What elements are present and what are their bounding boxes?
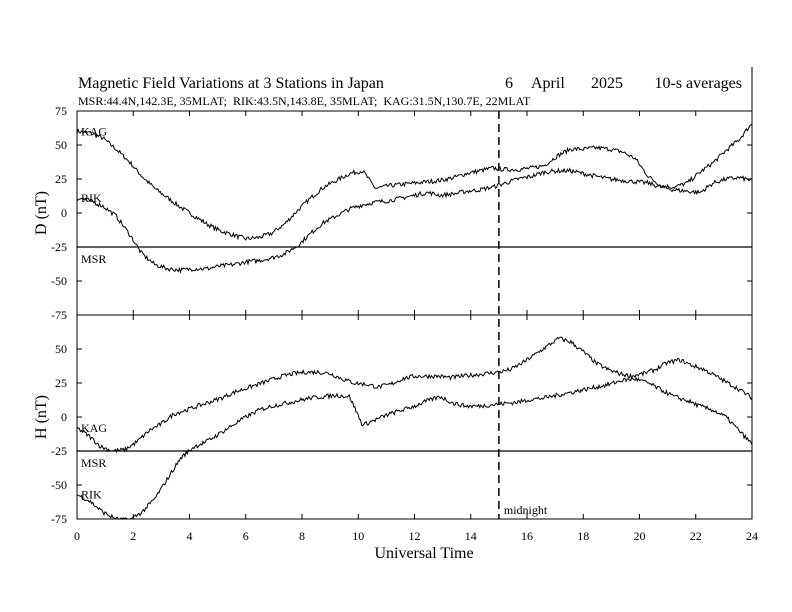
x-tick-label: 22 [690,529,702,543]
generated-marks: 75 50 25 0 -25 -50 -75 KAG RIK MSR 50 25 0 -25 -50 -75 K… [51,104,758,543]
y-tick-label: -25 [51,240,67,254]
chart-day: 6 [505,75,513,92]
h-panel-frame [76,314,753,520]
series-label-msr: MSR [81,456,106,470]
x-tick-label: 4 [187,529,193,543]
d-panel-ylabel: D (nT) [33,191,50,235]
x-tick-label: 10 [352,529,364,543]
chart-month: April [531,75,565,92]
series-line-kag [76,123,753,241]
series-label-msr: MSR [81,252,106,266]
x-tick-label: 14 [465,529,477,543]
x-tick-label: 12 [409,529,421,543]
y-tick-label: 75 [55,104,67,118]
y-tick-label: 50 [55,138,67,152]
series-label-rik: RIK [81,191,102,205]
series-label-rik: RIK [81,488,102,502]
y-tick-label: 25 [55,172,67,186]
series-line-rik [76,167,753,275]
series-line-rik [76,376,753,520]
series-label-kag: KAG [81,421,107,435]
x-tick-label: 6 [243,529,249,543]
x-axis-label: Universal Time [374,545,473,562]
y-tick-label: 50 [55,342,67,356]
chart-title: Magnetic Field Variations at 3 Stations … [78,75,384,92]
chart-year: 2025 [591,75,623,92]
x-tick-label: 20 [634,529,646,543]
stations-subtitle: MSR:44.4N,142.3E, 35MLAT; RIK:43.5N,143.… [78,94,531,108]
x-tick-label: 16 [521,529,533,543]
d-panel-frame [76,110,753,316]
y-tick-label: 25 [55,376,67,390]
series-line-kag [76,336,753,454]
y-tick-label: -25 [51,444,67,458]
y-tick-label: -75 [51,512,67,526]
chart-averaging: 10-s averages [654,75,742,92]
y-tick-label: -75 [51,308,67,322]
y-tick-label: -50 [51,478,67,492]
series-label-kag: KAG [81,124,107,138]
x-tick-label: 18 [577,529,589,543]
x-tick-label: 0 [74,529,80,543]
y-tick-label: 0 [61,410,67,424]
midnight-label: midnight [504,503,548,517]
x-tick-label: 24 [746,529,758,543]
h-panel-ylabel: H (nT) [33,395,50,439]
x-tick-label: 8 [299,529,305,543]
y-tick-label: -50 [51,274,67,288]
x-tick-label: 2 [130,529,136,543]
y-tick-label: 0 [61,206,67,220]
